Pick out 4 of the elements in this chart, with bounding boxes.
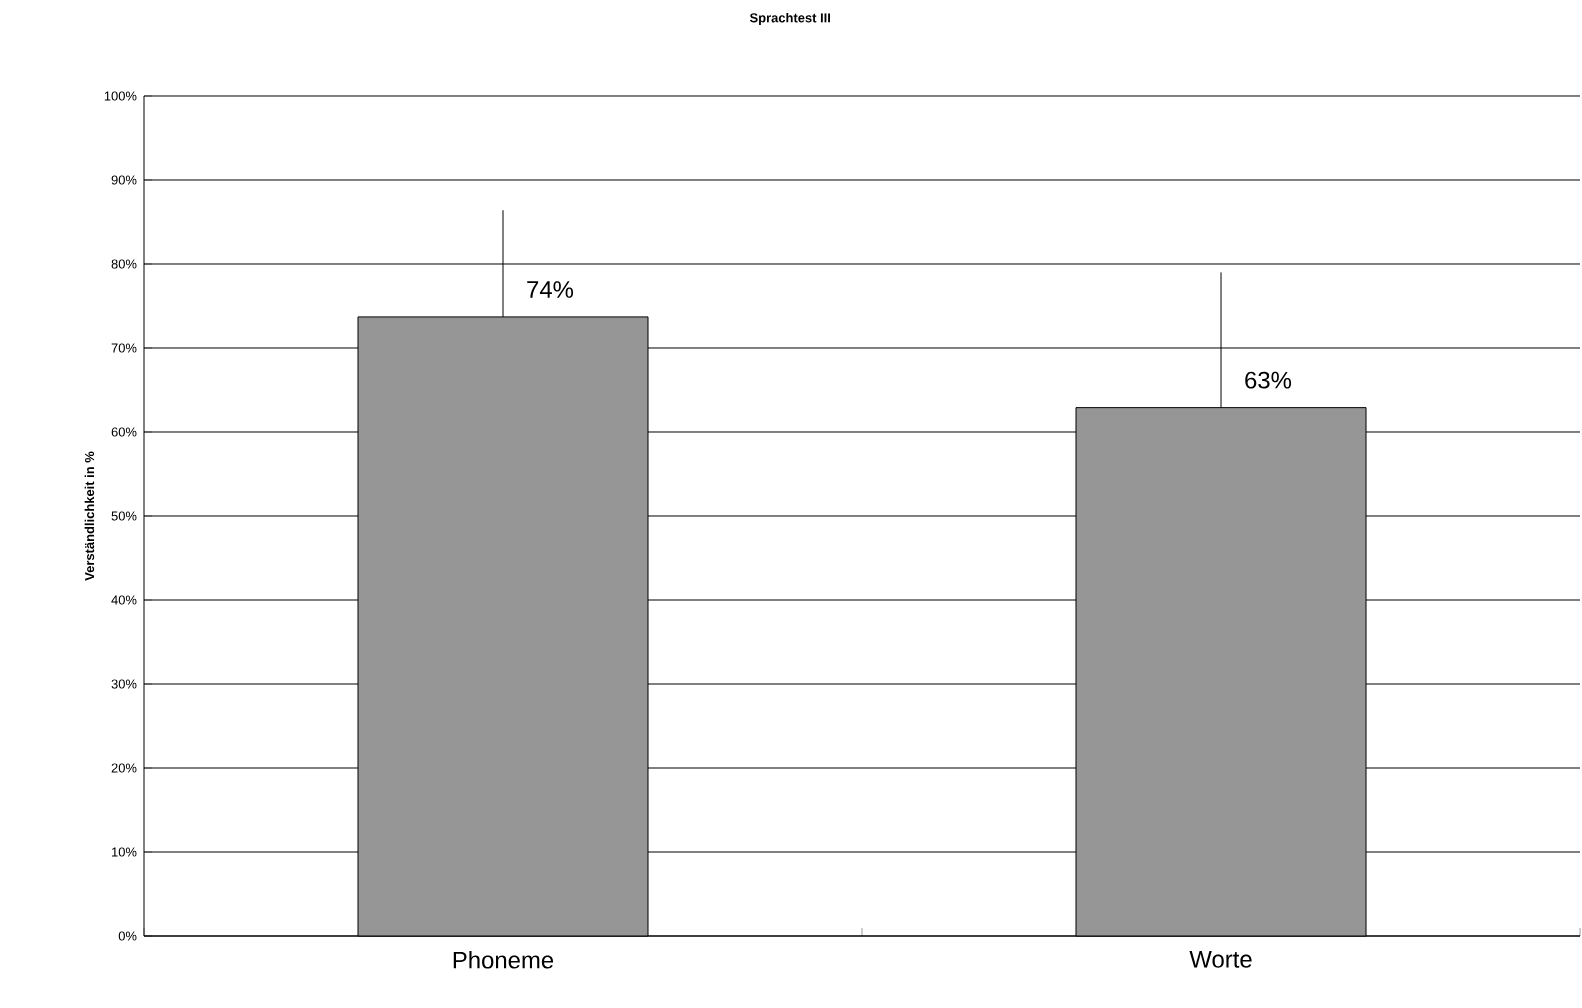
x-tick-label: Worte [1189, 951, 1252, 968]
data-label: 74% [527, 281, 574, 298]
x-tick-label: Phoneme [453, 951, 554, 969]
data-label: 63% [1245, 371, 1292, 389]
